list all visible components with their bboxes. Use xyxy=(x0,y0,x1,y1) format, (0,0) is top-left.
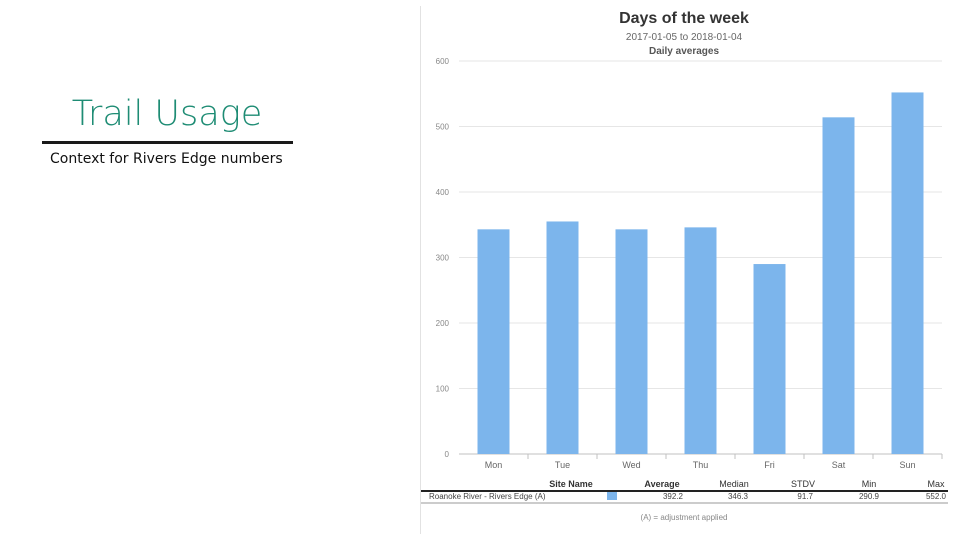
slide-title: Trail Usage xyxy=(71,94,263,134)
chart-subtitle: Daily averages xyxy=(649,46,719,57)
x-tick-label: Thu xyxy=(693,460,709,470)
x-tick-label: Sat xyxy=(832,460,846,470)
y-tick-label: 600 xyxy=(436,57,450,66)
table-cell: 552.0 xyxy=(926,492,947,501)
y-tick-label: 400 xyxy=(436,188,450,197)
table-header-cell: Max xyxy=(927,479,945,489)
table-header-cell: Median xyxy=(719,479,749,489)
table-cell: 290.9 xyxy=(859,492,880,501)
chart-date-range: 2017-01-05 to 2018-01-04 xyxy=(626,32,743,43)
x-tick-label: Tue xyxy=(555,460,570,470)
y-tick-label: 500 xyxy=(436,123,450,132)
bar-chart: Days of the week 2017-01-05 to 2018-01-0… xyxy=(421,10,948,522)
title-underline xyxy=(42,141,293,144)
x-tick-label: Sun xyxy=(899,460,915,470)
table-cell: 392.2 xyxy=(663,492,684,501)
y-tick-label: 0 xyxy=(445,450,450,459)
table-header-cell: Site Name xyxy=(549,479,593,489)
bar-thu[interactable] xyxy=(684,227,717,454)
bar-wed[interactable] xyxy=(615,229,648,454)
chart-panel: Days of the week 2017-01-05 to 2018-01-0… xyxy=(420,6,948,534)
table-cell: 91.7 xyxy=(797,492,813,501)
bar-sun[interactable] xyxy=(891,92,924,454)
x-tick-label: Fri xyxy=(764,460,775,470)
bar-sat[interactable] xyxy=(822,117,855,454)
y-tick-label: 300 xyxy=(436,254,450,263)
table-footnote: (A) = adjustment applied xyxy=(641,513,728,522)
table-header-cell: Min xyxy=(862,479,877,489)
series-swatch xyxy=(607,492,617,500)
bar-fri[interactable] xyxy=(753,264,786,454)
y-tick-label: 100 xyxy=(436,385,450,394)
y-tick-label: 200 xyxy=(436,319,450,328)
chart-title: Days of the week xyxy=(619,10,749,27)
bar-tue[interactable] xyxy=(546,221,579,454)
table-cell: Roanoke River - Rivers Edge (A) xyxy=(429,492,546,501)
table-header-cell: STDV xyxy=(791,479,815,489)
table-header-cell: Average xyxy=(644,479,679,489)
x-tick-label: Mon xyxy=(485,460,503,470)
bar-mon[interactable] xyxy=(477,229,510,454)
slide-subtitle: Context for Rivers Edge numbers xyxy=(50,151,283,167)
table-cell: 346.3 xyxy=(728,492,749,501)
x-tick-label: Wed xyxy=(622,460,640,470)
